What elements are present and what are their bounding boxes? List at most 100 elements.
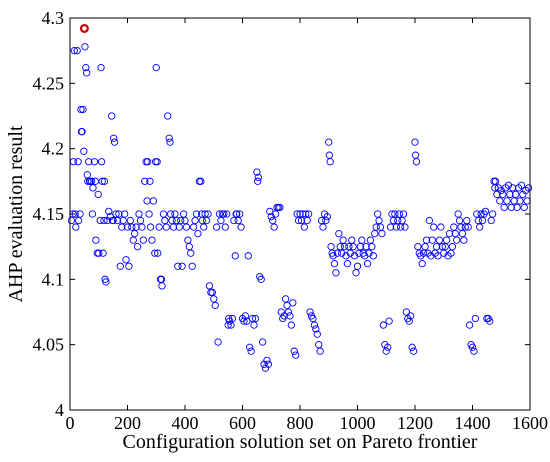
x-axis-ticks: 0 200 400 600 800 1000 1200 1400 1600	[66, 18, 548, 433]
y-tick-label: 4.1	[42, 269, 65, 289]
data-point	[235, 210, 244, 218]
data-point	[511, 190, 520, 199]
data-point	[162, 223, 170, 231]
data-point	[476, 223, 484, 231]
data-point	[507, 203, 515, 212]
data-point	[240, 317, 248, 325]
data-point	[230, 216, 238, 225]
data-point	[304, 210, 313, 218]
data-point	[363, 260, 372, 268]
data-point	[158, 282, 166, 290]
x-tick-label: 1600	[512, 413, 548, 433]
data-point	[391, 210, 399, 218]
data-point	[286, 312, 294, 320]
data-point	[92, 236, 100, 244]
data-point	[313, 330, 321, 338]
data-point	[231, 252, 239, 260]
data-point	[399, 210, 408, 218]
data-point	[166, 138, 174, 146]
data-point	[425, 216, 434, 225]
data-point	[97, 64, 105, 72]
data-point	[442, 236, 451, 244]
data-point	[408, 343, 416, 351]
data-point	[85, 158, 93, 166]
x-tick-label: 600	[229, 413, 256, 433]
data-point	[407, 312, 415, 320]
data-point	[143, 158, 152, 166]
data-point	[73, 47, 81, 55]
data-point	[146, 223, 155, 231]
y-axis-ticks: 4 4.05 4.1 4.15 4.2 4.25 4.3	[33, 8, 530, 420]
data-point	[172, 216, 181, 225]
data-point	[76, 210, 84, 218]
data-point	[437, 223, 445, 231]
data-point	[98, 177, 106, 185]
data-point	[139, 236, 147, 244]
data-point	[362, 243, 370, 251]
data-point	[280, 312, 288, 320]
data-point	[284, 308, 293, 316]
data-point	[276, 203, 284, 212]
data-point	[88, 210, 97, 218]
data-point	[382, 347, 390, 355]
data-point	[164, 112, 172, 120]
x-tick-label: 200	[114, 413, 141, 433]
data-point	[153, 158, 161, 166]
data-point	[258, 338, 267, 346]
data-point	[499, 190, 507, 199]
data-point	[384, 343, 392, 351]
y-tick-label: 4.2	[42, 139, 65, 159]
data-point	[89, 184, 97, 192]
data-point	[488, 210, 497, 218]
data-point	[187, 249, 195, 257]
data-point	[326, 158, 334, 166]
data-point	[289, 299, 297, 307]
data-point	[72, 223, 80, 231]
data-point	[401, 223, 409, 231]
data-point	[358, 236, 366, 244]
data-point	[211, 301, 219, 310]
data-point	[78, 128, 86, 136]
y-tick-label: 4.25	[33, 73, 65, 93]
data-point	[335, 229, 343, 238]
data-point	[188, 262, 196, 270]
data-point	[517, 181, 526, 189]
data-point	[496, 197, 504, 205]
data-point	[266, 207, 274, 216]
data-point	[223, 210, 231, 218]
data-point	[138, 223, 146, 231]
data-point	[319, 223, 327, 231]
data-point	[470, 347, 478, 355]
x-tick-label: 400	[172, 413, 199, 433]
data-point	[228, 314, 237, 323]
highlight-layer	[79, 23, 89, 33]
data-point	[151, 249, 159, 257]
data-point	[287, 321, 296, 329]
points-layer	[67, 43, 533, 372]
data-point	[325, 138, 333, 146]
data-point	[251, 314, 260, 323]
data-point	[192, 210, 201, 218]
data-point	[432, 243, 441, 251]
data-point	[100, 216, 108, 225]
y-tick-label: 4.05	[33, 335, 65, 355]
data-point	[292, 351, 300, 359]
x-tick-label: 1000	[340, 413, 376, 433]
data-point	[123, 223, 132, 231]
data-point	[109, 216, 117, 225]
x-tick-label: 0	[66, 413, 75, 433]
data-point	[263, 356, 271, 364]
data-point	[247, 347, 255, 355]
data-point	[300, 223, 308, 231]
data-point	[264, 360, 273, 368]
data-point	[125, 262, 133, 270]
data-point	[330, 260, 339, 268]
data-point	[460, 236, 468, 244]
data-point	[395, 210, 403, 218]
data-point	[120, 210, 129, 218]
data-point	[197, 177, 205, 185]
data-point	[146, 177, 154, 185]
data-point	[79, 105, 87, 114]
data-point	[468, 343, 477, 351]
